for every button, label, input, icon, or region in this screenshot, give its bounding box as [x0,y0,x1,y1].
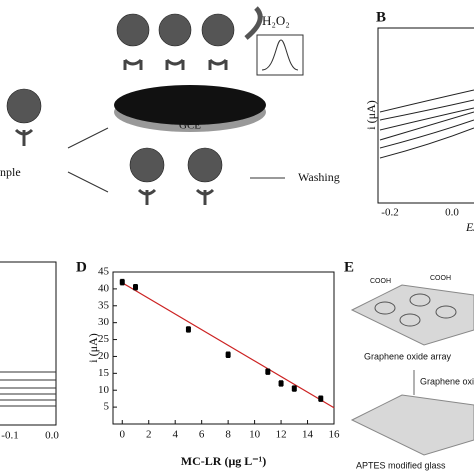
x-tick-label: 10 [249,429,261,441]
data-point [265,369,271,375]
branch-arrows [67,127,109,193]
data-point [225,352,231,358]
antibody-stems [14,58,228,205]
y-tick-label: 15 [98,367,110,379]
panel-c: -0.1 0.0 [0,261,59,442]
antibody-clusters [6,13,235,183]
y-tick-label: 45 [98,266,110,278]
y-tick-label: 5 [104,401,110,413]
glass-slide [350,394,474,456]
panel-a: GCE H₂O₂ nple Washing [0,6,340,205]
y-axis-label: i (μA) [364,100,378,129]
panel-e: E COOH COOH Graphene oxide array Graphen… [344,259,474,470]
x-tick-label: 4 [172,429,178,441]
x-tick-label: 8 [225,429,231,441]
x-tick-label: 0 [120,429,126,441]
y-tick-label: 35 [98,299,110,311]
axes-frame [112,271,335,425]
x-tick-label: 6 [199,429,205,441]
array-slide [350,284,474,346]
data-point [132,284,138,290]
glass-label: APTES modified glass [356,460,446,470]
panel-d: 5 10 15 20 25 30 35 40 45 0 2 4 6 8 10 12 14 16 i (μA) MC-L… [86,266,340,468]
x-axis-label: E/ [465,220,474,234]
fit-line [121,282,335,409]
cooh-label: COOH [370,278,391,285]
panel-b: B i (μA) -0.2 0.0 E/ [364,9,474,234]
data-point [119,279,125,285]
y-tick-label: 25 [98,333,110,345]
data-point [318,396,324,402]
y-tick-label: 30 [98,316,110,328]
x-tick-label: -0.1 [1,430,18,442]
axes-frame [377,27,474,204]
step-label: Graphene oxi [420,376,474,386]
x-tick-label: 0.0 [45,430,59,442]
cooh-label: COOH [430,275,451,282]
signal-peak [261,39,299,71]
x-tick-label: 12 [276,429,287,441]
cv-curves [379,89,474,159]
x-tick-label: 2 [146,429,152,441]
reaction-arrow [244,6,263,40]
data-point [185,326,191,332]
axes-frame [0,261,57,426]
signal-box [256,34,304,76]
y-tick-label: 20 [98,350,110,362]
spots [374,293,457,327]
array-label: Graphene oxide array [364,351,452,361]
y-tick-label: 10 [98,384,110,396]
panel-label: E [344,259,354,275]
data-point [291,386,297,392]
x-tick-label: 0.0 [445,207,459,219]
x-tick-label: 16 [329,429,341,441]
y-tick-label: 40 [98,282,110,294]
oxidant: H₂O₂ [262,13,290,28]
electrode-label: GCE [179,120,201,132]
washing-label: Washing [298,170,340,184]
data-point [278,380,284,386]
x-tick-label: 14 [302,429,314,441]
x-axis-label: MC-LR (μg L⁻¹) [181,454,266,468]
y-axis-label: i (μA) [86,333,100,362]
panel-label: B [376,9,386,25]
sample-label: nple [0,165,21,179]
x-tick-label: -0.2 [381,207,398,219]
electrode-top [114,85,266,125]
cv-curves [0,371,56,407]
panel-label: D [76,259,87,275]
